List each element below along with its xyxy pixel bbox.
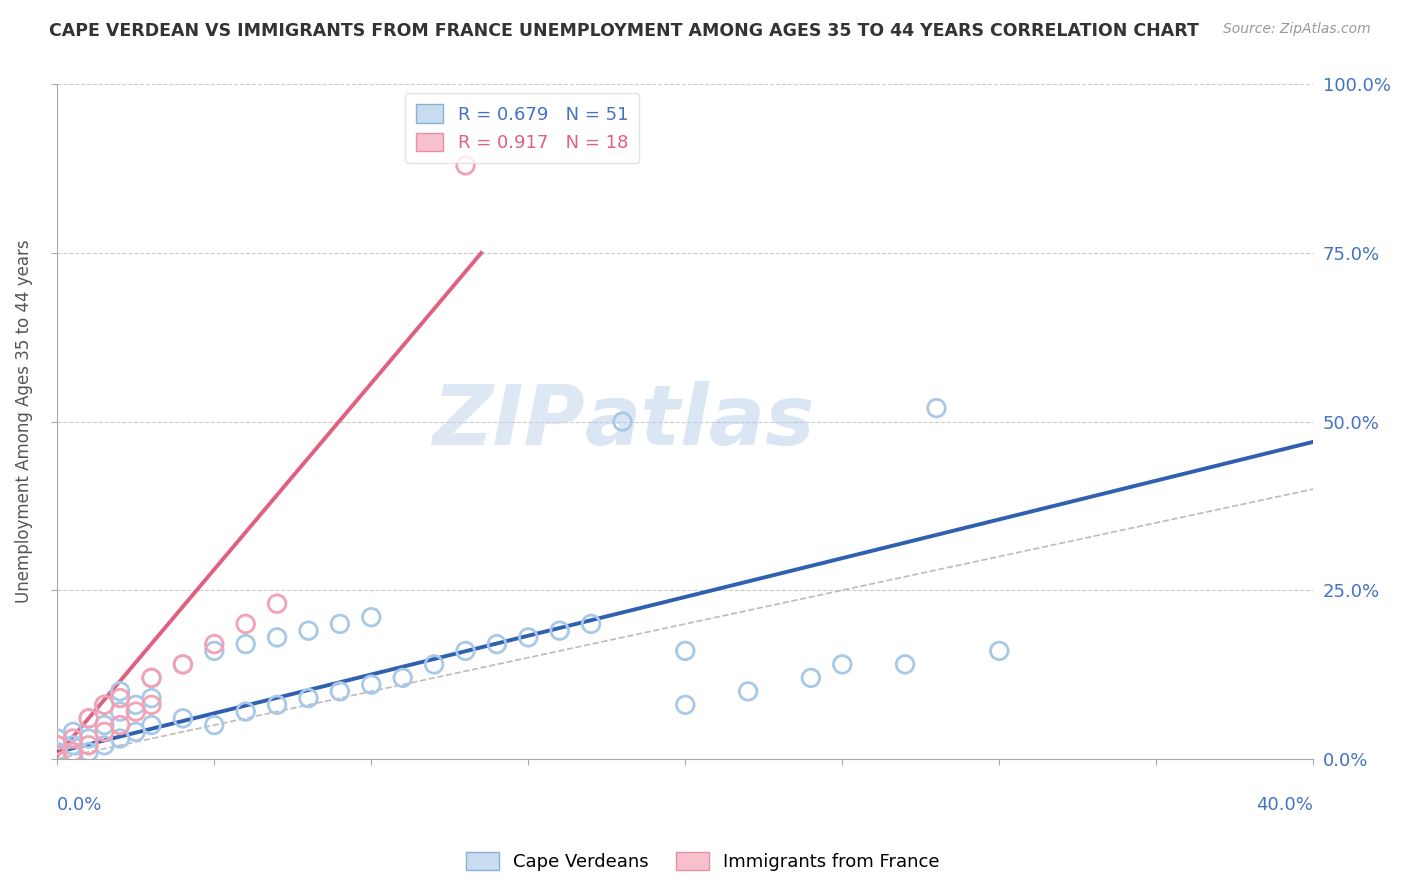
Point: [297, 624, 319, 638]
Text: ZIP: ZIP: [432, 381, 585, 462]
Point: [172, 711, 194, 725]
Point: [46, 739, 69, 753]
Point: [46, 745, 69, 759]
Point: [108, 718, 131, 732]
Point: [141, 698, 163, 712]
Point: [266, 698, 288, 712]
Point: [172, 657, 194, 672]
Text: CAPE VERDEAN VS IMMIGRANTS FROM FRANCE UNEMPLOYMENT AMONG AGES 35 TO 44 YEARS CO: CAPE VERDEAN VS IMMIGRANTS FROM FRANCE U…: [49, 22, 1199, 40]
Point: [77, 711, 100, 725]
Text: Source: ZipAtlas.com: Source: ZipAtlas.com: [1223, 22, 1371, 37]
Point: [266, 631, 288, 645]
Point: [202, 637, 225, 651]
Point: [360, 677, 382, 691]
Point: [454, 158, 477, 172]
Point: [77, 731, 100, 746]
Point: [579, 616, 602, 631]
Point: [297, 691, 319, 706]
Point: [62, 731, 84, 746]
Point: [737, 684, 759, 698]
Point: [62, 739, 84, 753]
Point: [125, 698, 148, 712]
Point: [235, 616, 257, 631]
Point: [141, 671, 163, 685]
Point: [266, 597, 288, 611]
Point: [423, 657, 446, 672]
Point: [108, 705, 131, 719]
Point: [93, 718, 115, 732]
Text: 0.0%: 0.0%: [58, 796, 103, 814]
Point: [77, 739, 100, 753]
Point: [202, 718, 225, 732]
Point: [235, 637, 257, 651]
Point: [800, 671, 823, 685]
Point: [46, 739, 69, 753]
Point: [108, 731, 131, 746]
Point: [46, 748, 69, 763]
Point: [329, 684, 352, 698]
Y-axis label: Unemployment Among Ages 35 to 44 years: Unemployment Among Ages 35 to 44 years: [15, 240, 32, 603]
Point: [125, 705, 148, 719]
Point: [141, 691, 163, 706]
Point: [141, 671, 163, 685]
Point: [360, 610, 382, 624]
Point: [141, 718, 163, 732]
Point: [517, 631, 540, 645]
Point: [673, 644, 696, 658]
Text: atlas: atlas: [585, 381, 815, 462]
Point: [391, 671, 413, 685]
Point: [454, 644, 477, 658]
Point: [77, 711, 100, 725]
Point: [894, 657, 917, 672]
Point: [62, 724, 84, 739]
Point: [988, 644, 1011, 658]
Point: [62, 745, 84, 759]
Point: [93, 698, 115, 712]
Text: 40.0%: 40.0%: [1257, 796, 1313, 814]
Legend: Cape Verdeans, Immigrants from France: Cape Verdeans, Immigrants from France: [460, 845, 946, 879]
Point: [62, 748, 84, 763]
Point: [108, 684, 131, 698]
Point: [925, 401, 948, 416]
Point: [46, 731, 69, 746]
Point: [93, 724, 115, 739]
Point: [172, 657, 194, 672]
Point: [329, 616, 352, 631]
Point: [612, 415, 634, 429]
Point: [46, 748, 69, 763]
Point: [673, 698, 696, 712]
Point: [93, 698, 115, 712]
Point: [93, 739, 115, 753]
Legend: R = 0.679   N = 51, R = 0.917   N = 18: R = 0.679 N = 51, R = 0.917 N = 18: [405, 94, 640, 163]
Point: [125, 724, 148, 739]
Point: [548, 624, 571, 638]
Point: [202, 644, 225, 658]
Point: [831, 657, 853, 672]
Point: [235, 705, 257, 719]
Point: [77, 745, 100, 759]
Point: [485, 637, 508, 651]
Point: [108, 691, 131, 706]
